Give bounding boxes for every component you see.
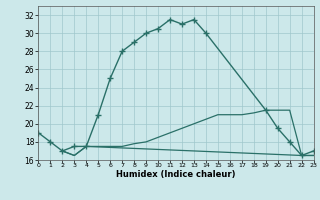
- X-axis label: Humidex (Indice chaleur): Humidex (Indice chaleur): [116, 170, 236, 179]
